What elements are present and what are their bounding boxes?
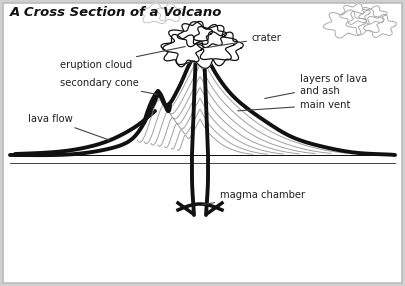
Text: magma chamber: magma chamber bbox=[203, 190, 305, 204]
Text: layers of lava
and ash: layers of lava and ash bbox=[265, 74, 367, 98]
Polygon shape bbox=[340, 4, 370, 24]
Polygon shape bbox=[364, 15, 396, 37]
Polygon shape bbox=[346, 9, 384, 35]
Polygon shape bbox=[139, 3, 171, 23]
Polygon shape bbox=[177, 21, 213, 47]
Polygon shape bbox=[324, 10, 367, 38]
Polygon shape bbox=[194, 25, 226, 47]
Text: eruption cloud: eruption cloud bbox=[60, 47, 185, 70]
Polygon shape bbox=[197, 31, 243, 66]
Text: A Cross Section of a Volcano: A Cross Section of a Volcano bbox=[10, 6, 222, 19]
Polygon shape bbox=[161, 34, 203, 67]
Polygon shape bbox=[156, 3, 184, 21]
Text: secondary cone: secondary cone bbox=[60, 78, 157, 94]
Text: lava flow: lava flow bbox=[28, 114, 109, 140]
Text: main vent: main vent bbox=[238, 100, 350, 111]
Polygon shape bbox=[163, 22, 237, 68]
Text: crater: crater bbox=[207, 33, 282, 47]
FancyBboxPatch shape bbox=[3, 3, 402, 283]
Polygon shape bbox=[359, 6, 387, 24]
